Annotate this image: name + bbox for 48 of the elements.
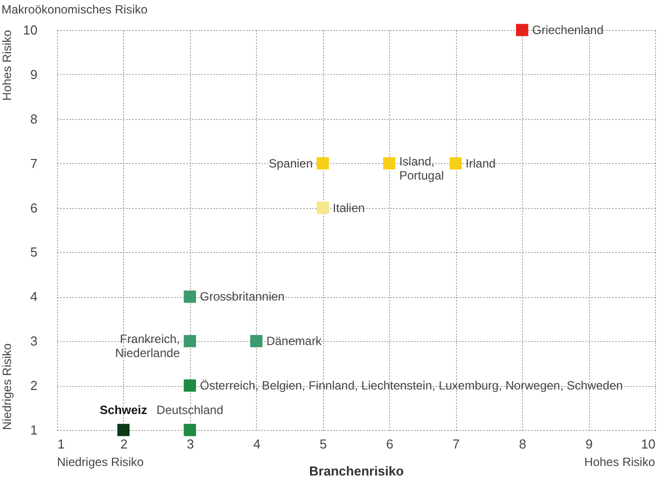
point — [516, 24, 528, 36]
point — [316, 202, 329, 214]
x-tick-label: 9 — [585, 436, 593, 452]
x-tick-label: 8 — [518, 436, 526, 452]
annotation: Dänemark — [266, 334, 323, 348]
annotation: Irland — [466, 156, 496, 170]
x-tick-label: 1 — [58, 436, 65, 452]
point — [184, 290, 196, 303]
y-tick-label: 2 — [30, 378, 38, 394]
annotation: Frankreich, Niederlande — [115, 332, 180, 360]
y-tick-label: 4 — [30, 289, 38, 304]
text: Niedriges Risiko — [57, 455, 144, 469]
annotation: Österreich, Belgien, Finnland, Liechtenstein, Luxemburg, Norwegen, Schweden — [200, 378, 623, 393]
y-tick-label: 5 — [30, 244, 38, 260]
x-tick-label: 6 — [386, 436, 394, 452]
point — [184, 424, 196, 436]
annotation: Spanien — [268, 156, 313, 170]
x-tick-label: 2 — [120, 436, 128, 452]
annotation: Grossbritannien — [200, 290, 285, 304]
point — [250, 334, 262, 348]
x-axis-title: Branchenrisiko — [309, 464, 404, 478]
y-tick-label: 3 — [30, 334, 38, 349]
point — [383, 157, 396, 170]
point — [184, 379, 196, 392]
annotation: Italien — [332, 200, 365, 215]
y-tick-label: 7 — [30, 156, 38, 171]
annotation: Island, Portugal — [399, 154, 444, 182]
x-tick-label: 5 — [320, 436, 327, 452]
text: Hohes Risiko — [584, 455, 656, 469]
point — [117, 424, 130, 436]
annotation: Deutschland — [156, 403, 224, 417]
y-tick-label: 9 — [30, 66, 38, 82]
y-tick-label: 10 — [23, 22, 38, 38]
point — [450, 157, 462, 170]
y-tick-label: 8 — [30, 111, 38, 126]
y-tick-label: 6 — [30, 200, 38, 216]
x-tick-label: 7 — [452, 436, 460, 452]
text: Niedriges Risiko — [0, 342, 14, 430]
y-tick-label: 1 — [30, 422, 38, 438]
annotation: Schweiz — [100, 403, 148, 417]
x-tick-label: 3 — [186, 436, 194, 452]
y-axis-title: Makroökonomisches Risiko — [2, 2, 148, 16]
point — [316, 157, 329, 170]
point — [184, 334, 196, 348]
x-tick-label: 10 — [641, 436, 656, 452]
text: Hohes Risiko — [0, 30, 14, 101]
x-tick-label: 4 — [253, 436, 260, 452]
annotation: Griechenland — [532, 23, 604, 37]
